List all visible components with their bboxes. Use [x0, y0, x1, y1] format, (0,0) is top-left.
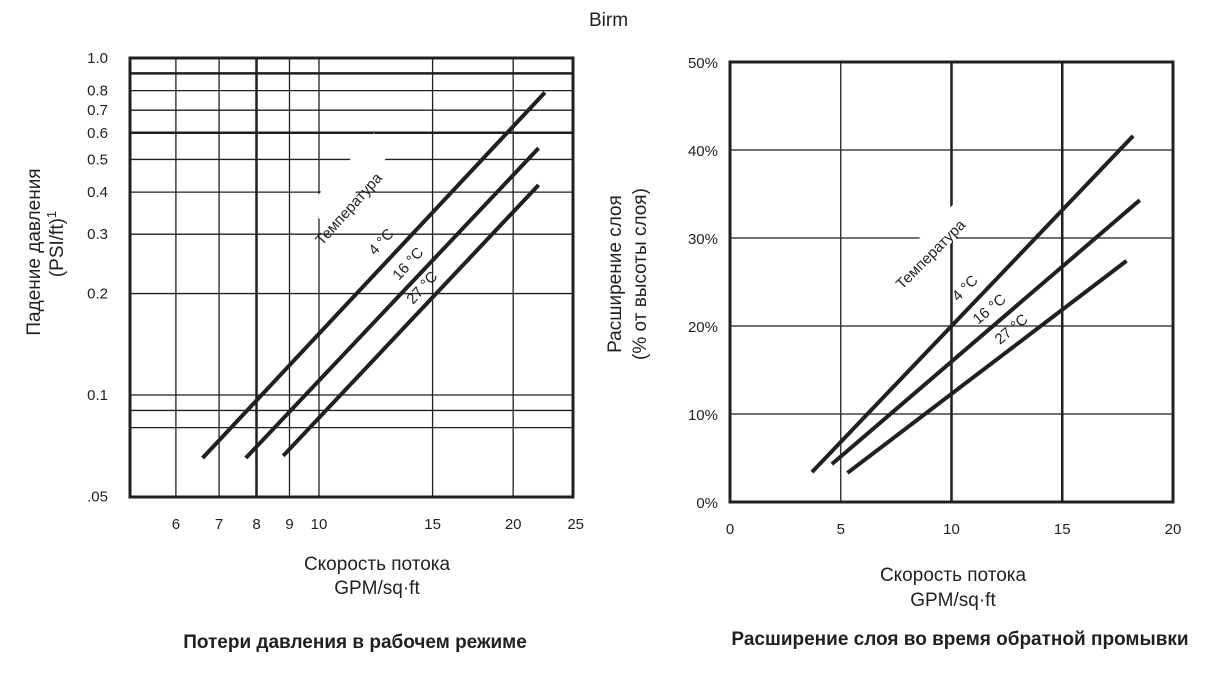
y-axis-ticks: 1.0 0.8 0.7 0.6 0.5 0.4 0.3 0.2 0.1 .05: [87, 50, 108, 505]
x-tick-label: 9: [285, 516, 293, 533]
x-tick-label: 15: [1054, 521, 1071, 538]
y-axis-title: Падение давления (PSI/ft)1: [24, 168, 68, 335]
x-tick-label: 0: [726, 521, 734, 538]
x-tick-label: 5: [837, 521, 845, 538]
series-line: [830, 198, 1142, 466]
grid: [730, 62, 1173, 502]
x-tick-label: 6: [172, 516, 180, 533]
y-tick-label: 0.3: [87, 226, 108, 243]
y-axis-label: Падение давления: [24, 168, 45, 335]
series-label-16c: 16 °C: [970, 291, 1010, 328]
footnote-marker: 1: [44, 211, 59, 218]
x-tick-label: 10: [311, 516, 328, 533]
x-axis-ticks: 6 7 8 9 10 15 20 25: [172, 516, 584, 533]
y-axis-units-text: (PSI/ft): [47, 218, 68, 277]
plot-frame: [128, 56, 575, 499]
y-axis-ticks: 50% 40% 30% 20% 10% 0%: [688, 55, 718, 512]
x-axis-label: Скорость потока: [304, 554, 451, 575]
y-tick-label: 0.8: [87, 83, 108, 100]
y-tick-label: 0.7: [87, 102, 108, 119]
y-tick-label: 0.4: [87, 184, 108, 201]
y-tick-label: 30%: [688, 231, 718, 248]
series-line: [846, 259, 1128, 475]
temperature-annotations: Температура 4 °C 16 °C 27 °C: [893, 194, 1032, 348]
series-label-27c: 27 °C: [992, 311, 1032, 348]
y-tick-label: 0.2: [87, 286, 108, 303]
series-line: [810, 134, 1135, 474]
legend-title: Температура: [893, 216, 970, 293]
page-title: Birm: [588, 10, 629, 31]
plot-frame: [728, 60, 1175, 504]
y-tick-label: 0.6: [87, 125, 108, 142]
x-axis-units: GPM/sq·ft: [334, 578, 420, 599]
y-tick-label: 10%: [688, 407, 718, 424]
x-tick-label: 20: [505, 516, 522, 533]
y-axis-units: (PSI/ft)1: [44, 211, 68, 277]
chart-caption: Расширение слоя во время обратной промыв…: [731, 629, 1188, 650]
series-lines: [810, 134, 1142, 475]
x-tick-label: 8: [252, 516, 260, 533]
grid: [130, 58, 573, 497]
y-tick-label: 50%: [688, 55, 718, 72]
y-tick-label: .05: [87, 488, 108, 505]
x-tick-label: 20: [1165, 521, 1182, 538]
y-tick-label: 0%: [696, 495, 718, 512]
series-label-4c: 4 °C: [949, 272, 982, 305]
x-axis-units: GPM/sq·ft: [910, 590, 996, 611]
series-lines: [201, 91, 547, 460]
x-tick-label: 25: [567, 516, 584, 533]
series-line: [281, 183, 541, 458]
y-axis-units: (% от высоты слоя): [630, 188, 651, 360]
x-axis-label: Скорость потока: [880, 565, 1027, 586]
y-tick-label: 0.1: [87, 387, 108, 404]
y-tick-label: 1.0: [87, 50, 108, 67]
x-axis-ticks: 0 5 10 15 20: [726, 521, 1182, 538]
x-tick-label: 10: [943, 521, 960, 538]
y-tick-label: 20%: [688, 319, 718, 336]
x-tick-label: 15: [424, 516, 441, 533]
pressure-drop-chart: 1.0 0.8 0.7 0.6 0.5 0.4 0.3 0.2 0.1 .05 6 7 8 9 10 15 2…: [24, 50, 584, 653]
chart-caption: Потери давления в рабочем режиме: [183, 632, 527, 653]
y-tick-label: 0.5: [87, 151, 108, 168]
series-line: [244, 146, 541, 460]
series-line: [201, 91, 547, 460]
y-tick-label: 40%: [688, 143, 718, 160]
x-tick-label: 7: [215, 516, 223, 533]
